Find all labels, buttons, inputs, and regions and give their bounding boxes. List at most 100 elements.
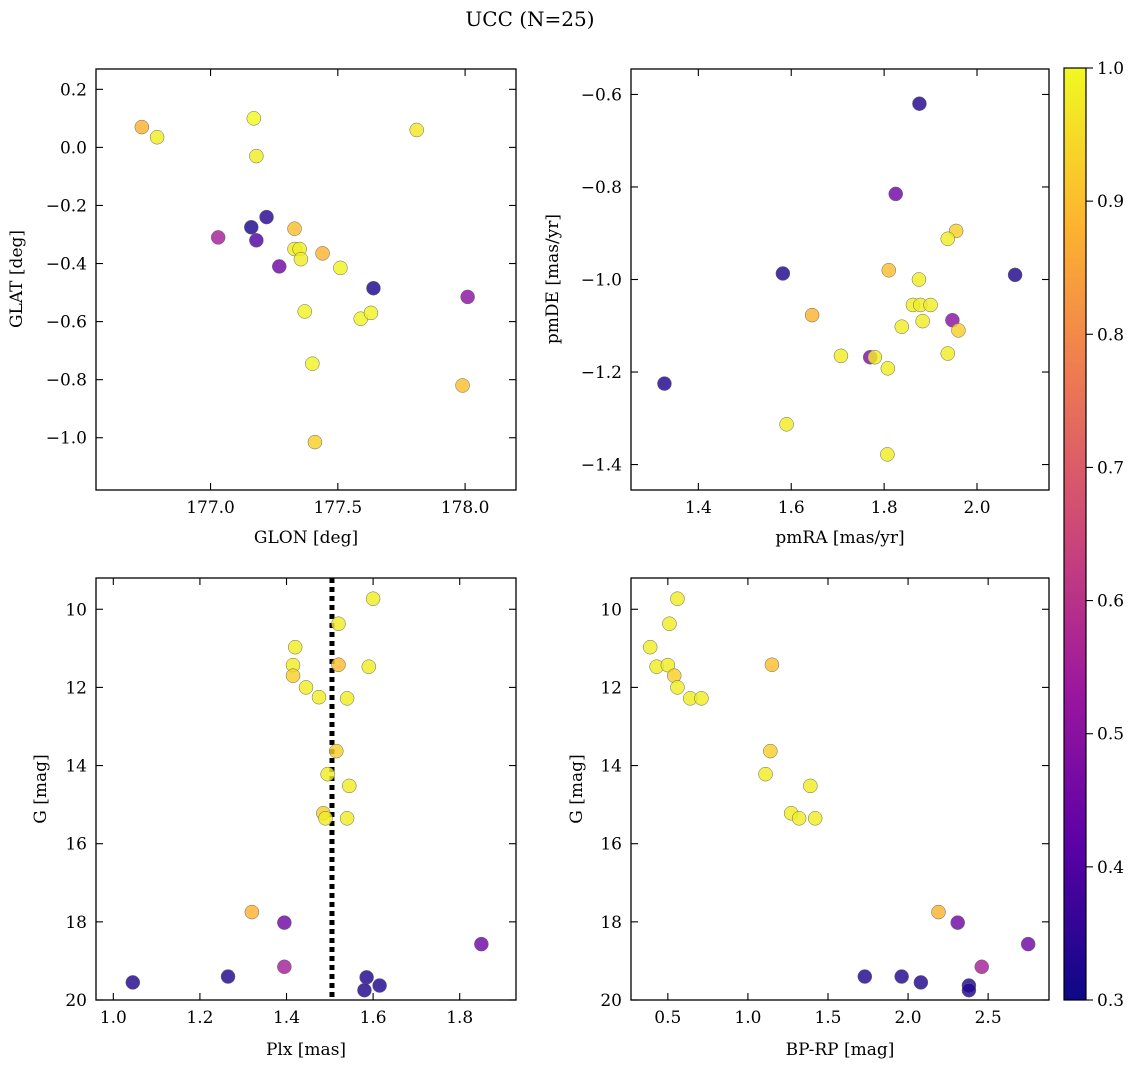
data-point [833,348,849,364]
x-tick-label: 1.2 [186,1008,213,1028]
data-point [455,378,470,393]
panel-plx-g: 1.0 1.2 1.4 1.6 1.8 10 12 14 16 18 20 Plx [mas] G … [31,577,517,1060]
colorbar-tick-label: 0.7 [1097,458,1124,478]
x-tick-label: 177.5 [313,498,362,518]
data-point [277,915,292,930]
data-point [758,766,773,782]
x-tick-label: 2.0 [963,498,990,518]
y-tick-label: −1.4 [581,456,622,476]
data-point [912,96,927,111]
ticks-layer: 177.0 177.5 178.0 0.2 0.0 −0.2 −0.4 −0.6 −0.8 −1.… [46,69,516,518]
y-tick-label: 10 [65,600,87,620]
y-tick-label: 16 [65,835,87,855]
data-point [880,361,896,376]
points-layer [642,591,1036,998]
plot-frame [95,68,517,491]
x-axis-label: Plx [mas] [266,1040,346,1060]
plot-frame [630,68,1050,491]
data-point [940,346,956,361]
data-point [763,743,778,759]
data-point [331,657,346,672]
data-point [318,811,333,826]
y-tick-label: −0.6 [46,313,87,333]
colorbar-tick-label: 0.9 [1097,192,1124,212]
y-tick-label: 12 [600,678,622,698]
plot-frame [95,577,517,1001]
data-point [460,289,475,305]
data-point [333,260,348,276]
data-point [372,978,387,993]
data-point [307,434,323,450]
colorbar-tick-label: 0.4 [1097,858,1124,878]
colorbar-gradient [1063,67,1087,1001]
x-tick-label: 177.0 [186,498,235,518]
y-tick-label: −0.8 [46,371,87,391]
data-point [363,305,379,321]
y-tick-label: −1.0 [581,271,622,291]
x-tick-label: 2.5 [975,1008,1002,1028]
data-point [894,319,910,334]
y-tick-label: 14 [65,757,87,777]
data-point [342,778,357,794]
data-point [134,119,150,135]
x-tick-label: 178.0 [441,498,490,518]
ticks-layer: 1.4 1.6 1.8 2.0 −0.6 −0.8 −1.0 −1.2 −1.4 [581,69,1049,518]
data-point [694,691,709,706]
colorbar-tick-label: 0.8 [1097,325,1124,345]
y-tick-label: 10 [600,600,622,620]
y-axis-label: G [mag] [31,754,51,823]
data-point [657,376,672,391]
data-point [366,280,381,296]
data-point [857,969,873,984]
data-point [339,811,355,826]
colorbar-tick-label: 0.6 [1097,592,1124,612]
y-tick-label: 20 [600,991,622,1011]
data-point [287,639,303,655]
y-axis-label: pmDE [mas/yr] [543,214,563,344]
data-point [923,297,938,313]
x-axis-label: BP-RP [mag] [786,1040,895,1060]
y-tick-label: 18 [600,913,622,933]
data-point [244,904,260,920]
data-point [244,219,259,235]
ticks-layer: 1.0 1.2 1.4 1.6 1.8 10 12 14 16 18 20 [65,578,516,1028]
x-axis-label: pmRA [mas/yr] [775,528,904,548]
colorbar-ticks: 0.3 0.4 0.5 0.6 0.7 0.8 0.9 1.0 [1086,59,1124,1011]
y-tick-label: 20 [65,991,87,1011]
data-point [331,616,346,631]
data-point [779,417,794,432]
data-point [297,304,312,319]
data-point [803,778,818,794]
x-tick-label: 1.8 [446,1008,473,1028]
data-point [913,975,929,990]
plot-frame [630,577,1050,1001]
y-tick-label: 18 [65,913,87,933]
x-tick-label: 1.6 [778,498,805,518]
data-point [329,743,344,759]
panel-pmra-pmde: 1.4 1.6 1.8 2.0 −0.6 −0.8 −1.0 −1.2 −1.4 pmRA [m… [543,68,1050,548]
points-layer [134,111,475,450]
panel-glon-glat: 177.0 177.5 178.0 0.2 0.0 −0.2 −0.4 −0.6 −0.8 −1.… [7,68,517,548]
data-point [670,591,685,606]
x-tick-label: 1.8 [871,498,898,518]
data-point [409,122,424,138]
y-tick-label: −1.2 [581,363,622,383]
data-point [804,307,820,323]
y-tick-label: −0.4 [46,255,87,275]
data-point [339,691,355,706]
data-point [660,657,676,673]
data-point [277,959,292,975]
data-point [880,447,895,462]
data-point [807,811,823,826]
y-tick-label: 12 [65,678,87,698]
data-point [305,356,320,371]
data-point [315,246,330,261]
data-point [287,221,302,236]
data-point [951,323,966,338]
data-point [125,975,141,990]
y-axis-label: GLAT [deg] [7,230,27,328]
colorbar-tick-label: 0.3 [1097,991,1124,1011]
data-point [888,186,903,202]
